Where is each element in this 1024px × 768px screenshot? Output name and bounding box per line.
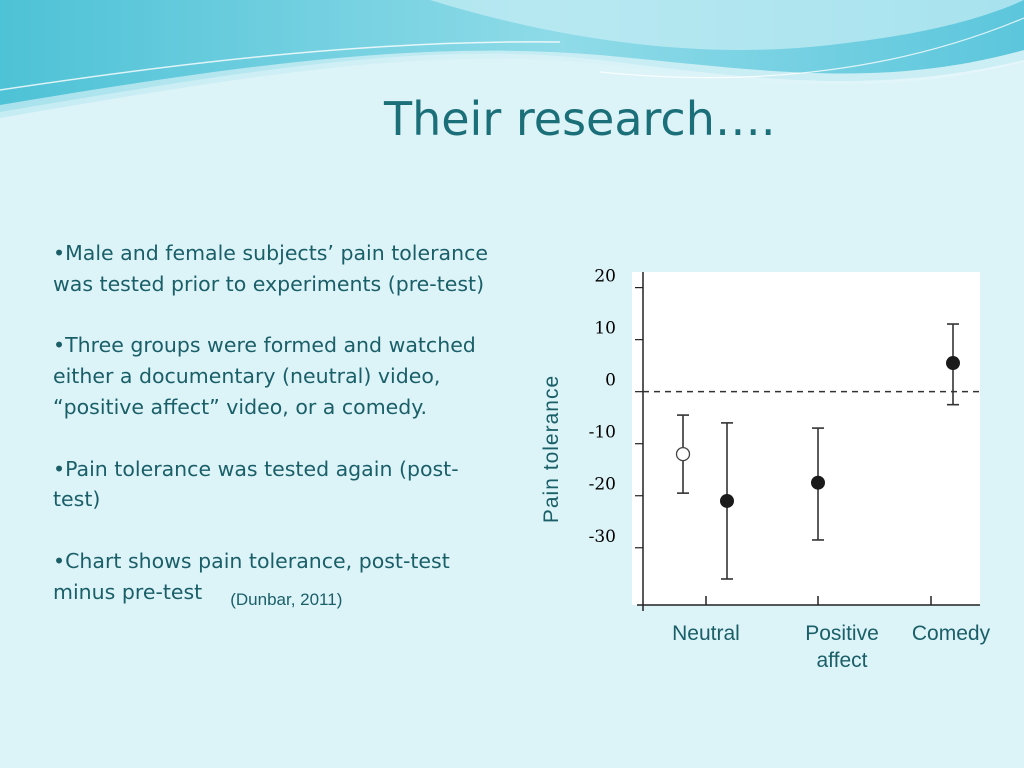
y-tick-label: -30 [589,527,616,547]
citation: (Dunbar, 2011) [230,589,343,609]
bullet-chart-description: •Chart shows pain tolerance, post-test m… [53,546,493,609]
bullet-posttest: •Pain tolerance was tested again (post-t… [53,456,459,512]
y-tick-label: -20 [589,475,616,495]
y-tick-label: 0 [605,371,616,391]
data-point-filled [720,493,734,508]
x-category-label: affect [817,649,868,672]
slide-title: Their research…. [384,92,776,146]
plot-area-background [632,272,980,605]
x-category-label: Comedy [912,622,991,645]
header-wave-decoration [0,0,1024,118]
bullet-pretest: •Male and female subjects’ pain toleranc… [53,241,488,296]
data-point-filled [946,356,960,371]
y-tick-label: 20 [594,267,616,287]
y-axis-label: Pain tolerance [540,375,563,523]
x-category-label: Positive [805,622,879,645]
x-category-label: Neutral [672,622,740,645]
y-tick-label: 10 [594,319,616,339]
bullet-list: •Male and female subjects’ pain toleranc… [53,238,493,609]
y-tick-label: -10 [589,423,616,443]
bullet-groups: •Three groups were formed and watched ei… [53,333,476,419]
bullet-chart-text: •Chart shows pain tolerance, post-test m… [53,548,450,604]
data-point-open [675,446,691,462]
data-point-filled [811,475,825,490]
